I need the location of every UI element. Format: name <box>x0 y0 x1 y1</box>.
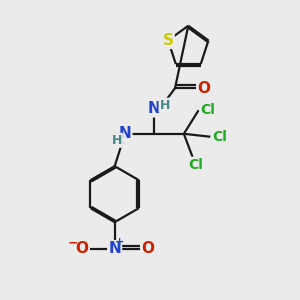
Text: N: N <box>108 241 121 256</box>
Text: H: H <box>112 134 122 147</box>
Text: Cl: Cl <box>212 130 227 144</box>
Text: +: + <box>115 237 124 247</box>
Text: H: H <box>160 99 170 112</box>
Text: S: S <box>163 33 174 48</box>
Text: O: O <box>197 81 210 96</box>
Text: −: − <box>68 237 79 250</box>
Text: N: N <box>148 101 161 116</box>
Text: Cl: Cl <box>188 158 203 172</box>
Text: O: O <box>141 241 154 256</box>
Text: N: N <box>118 126 131 141</box>
Text: O: O <box>75 241 88 256</box>
Text: Cl: Cl <box>201 103 215 117</box>
